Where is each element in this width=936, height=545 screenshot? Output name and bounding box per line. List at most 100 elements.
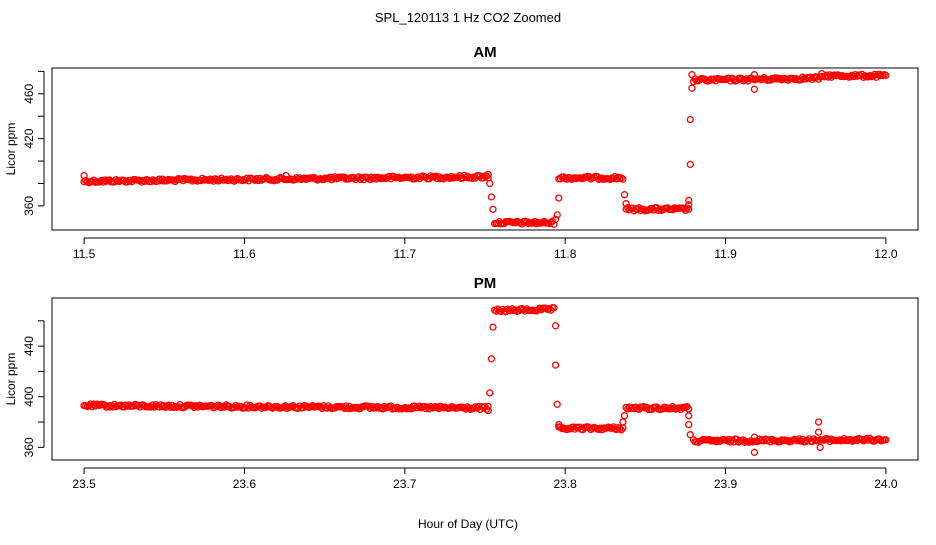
am-x-tick-label: 11.9: [714, 247, 737, 261]
am-data-point: [654, 206, 662, 215]
am-data-point: [486, 179, 494, 188]
pm-data-point: [160, 402, 168, 410]
am-data-point: [771, 74, 779, 82]
pm-data-point: [750, 433, 759, 441]
pm-data-point: [534, 306, 542, 314]
am-data-point: [484, 170, 492, 179]
x-axis-label: Hour of Day (UTC): [418, 517, 518, 531]
pm-x-tick-label: 23.6: [233, 477, 257, 491]
pm-co2-series: [80, 304, 890, 457]
pm-data-point: [484, 406, 492, 415]
am-data-point: [622, 200, 630, 208]
am-data-point: [489, 205, 497, 213]
am-data-point: [482, 172, 491, 180]
am-data-point: [320, 175, 328, 184]
am-data-point: [750, 85, 759, 93]
am-data-point: [83, 177, 91, 186]
am-data-point: [427, 172, 435, 180]
am-panel-title: AM: [473, 44, 496, 61]
pm-data-point: [750, 448, 759, 457]
am-data-point: [818, 69, 826, 78]
pm-data-point: [511, 306, 520, 314]
am-data-point: [741, 76, 749, 84]
pm-data-point: [617, 426, 625, 434]
pm-x-tick-label: 23.7: [393, 477, 417, 491]
am-data-point: [624, 204, 632, 212]
am-data-point: [686, 160, 694, 169]
am-data-point: [296, 174, 304, 182]
am-data-point: [688, 71, 696, 79]
am-data-point: [454, 173, 462, 181]
am-data-point: [729, 76, 738, 84]
pm-data-point: [288, 403, 296, 411]
pm-data-point: [551, 322, 560, 330]
pm-data-point: [685, 405, 693, 413]
pm-data-point: [685, 420, 693, 429]
pm-data-point: [685, 412, 693, 420]
am-data-point: [324, 174, 333, 183]
am-y-tick-label: 360: [22, 196, 36, 216]
am-panel: AM Licor ppm 11.5 11.6 11.7 11.8 11.9 12.0 360 42…: [4, 44, 919, 261]
pm-data-point: [814, 418, 823, 426]
pm-data-point: [415, 402, 424, 410]
am-data-point: [688, 84, 696, 92]
am-data-point: [685, 196, 693, 204]
pm-data-point: [91, 402, 99, 410]
pm-data-point: [863, 434, 871, 443]
pm-data-point: [492, 307, 500, 315]
am-plot-frame: [51, 67, 919, 231]
pm-panel: PM Licor ppm 23.5 23.6 23.7 23.8 23.9 24.0 360 40…: [4, 275, 919, 491]
am-data-point: [882, 71, 890, 80]
pm-data-point: [550, 304, 558, 312]
pm-y-tick-label: 360: [22, 437, 36, 457]
am-data-point: [282, 171, 290, 180]
pm-data-point: [489, 323, 497, 331]
am-data-point: [390, 172, 398, 181]
pm-data-point: [660, 403, 669, 411]
am-data-point: [680, 204, 688, 213]
am-data-point: [685, 201, 693, 209]
am-x-tick-label: 12.0: [874, 247, 898, 261]
am-x-tick-label: 11.7: [394, 247, 417, 261]
am-data-point: [648, 204, 656, 213]
pm-data-point: [484, 402, 492, 411]
pm-data-point: [803, 437, 811, 445]
am-data-point: [101, 176, 109, 184]
am-data-point: [532, 220, 540, 228]
pm-data-point: [612, 425, 621, 434]
am-data-point: [187, 175, 195, 183]
pm-data-point: [814, 428, 823, 436]
pm-plot-frame: [51, 297, 919, 461]
pm-data-point: [686, 431, 694, 439]
am-y-tick-label: 460: [22, 83, 36, 103]
pm-data-point: [486, 389, 494, 397]
pm-data-point: [619, 418, 627, 426]
pm-data-point: [616, 424, 624, 433]
pm-data-point: [232, 401, 240, 410]
am-data-point: [686, 115, 694, 124]
pm-data-point: [553, 400, 561, 408]
chart-title: SPL_120113 1 Hz CO2 Zoomed: [375, 10, 561, 25]
am-data-point: [685, 205, 693, 213]
am-data-point: [553, 211, 561, 219]
am-data-point: [555, 194, 563, 202]
am-data-point: [80, 171, 88, 180]
pm-data-point: [257, 404, 266, 412]
pm-data-point: [816, 443, 824, 451]
am-data-point: [859, 73, 868, 81]
pm-data-point: [620, 412, 629, 420]
pm-y-axis-label: Licor ppm: [4, 353, 18, 406]
pm-data-point: [712, 438, 720, 446]
pm-y-tick-label: 440: [22, 336, 36, 356]
am-y-tick-label: 420: [22, 128, 36, 148]
pm-x-tick-label: 23.8: [554, 477, 578, 491]
pm-x-tick-label: 23.9: [714, 477, 738, 491]
pm-data-point: [827, 435, 836, 443]
am-data-point: [620, 191, 629, 199]
am-co2-series: [80, 69, 890, 228]
am-data-point: [869, 72, 877, 80]
am-y-axis-label: Licor ppm: [4, 123, 18, 176]
pm-data-point: [882, 436, 890, 444]
